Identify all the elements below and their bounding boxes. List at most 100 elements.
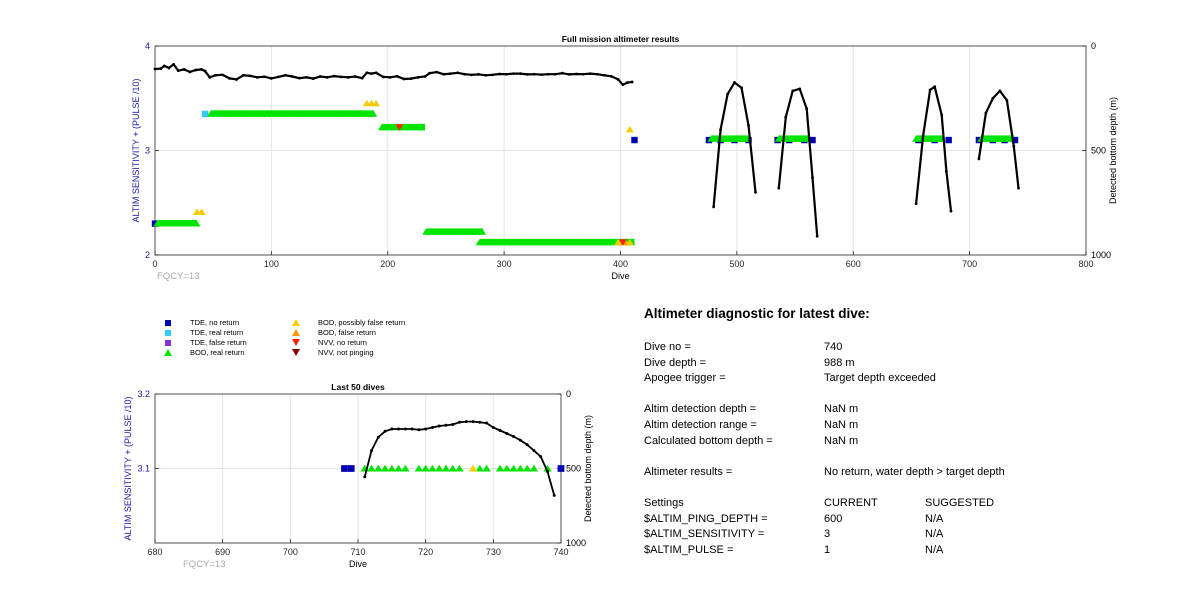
y2-axis-label: Detected bottom depth (m) (583, 415, 593, 522)
triangle-marker (380, 464, 390, 472)
triangle-marker (186, 220, 195, 227)
triangle-marker (785, 135, 794, 142)
bottom-depth-point (471, 420, 475, 424)
bottom-depth-point (437, 424, 441, 428)
bottom-depth-point (719, 128, 722, 132)
bottom-depth-point (458, 420, 461, 424)
triangle-marker (503, 238, 512, 246)
diag-row-dive-depth: Dive depth = 988 m (644, 357, 1164, 373)
diag-row-setting: $ALTIM_PULSE = 1 N/A (644, 544, 1164, 560)
triangle-marker (153, 220, 162, 227)
bottom-depth-point (360, 76, 364, 80)
bottom-depth-point (283, 73, 287, 77)
bottom-depth-point (311, 77, 315, 81)
legend-item: BOD, real return (160, 348, 245, 357)
triangle-marker (478, 228, 487, 235)
legend-label: BOD, false return (318, 328, 376, 337)
bottom-depth-point (430, 426, 434, 430)
triangle-marker (290, 110, 299, 117)
bottom-depth-point (416, 75, 420, 79)
x-tick-label: 680 (147, 547, 162, 557)
triangle-marker (414, 464, 424, 472)
triangle-marker (791, 135, 800, 142)
bottom-depth-point (539, 73, 543, 77)
triangle-marker (514, 238, 523, 246)
triangle-marker (740, 135, 749, 142)
bottom-depth-point (498, 429, 502, 433)
triangle-marker (934, 135, 943, 142)
legend-item: TDE, false return (160, 338, 247, 347)
bottom-depth-point (410, 427, 414, 431)
bottom-depth-point (588, 72, 592, 75)
bottom-depth-point (491, 426, 495, 430)
bottom-depth-point (928, 88, 932, 92)
diag-value: NaN m (824, 418, 859, 431)
triangle-marker (625, 238, 634, 246)
x-tick-label: 690 (215, 547, 230, 557)
triangle-marker (285, 110, 294, 117)
bottom-depth-point (933, 85, 937, 89)
triangle-down-marker (395, 124, 404, 131)
bottom-depth-point (403, 427, 407, 431)
suggested-label: SUGGESTED (925, 496, 995, 509)
triangle-marker (274, 110, 283, 117)
triangle-marker (229, 110, 238, 117)
settings-label: Settings (644, 496, 684, 509)
bottom-depth-point (221, 73, 224, 77)
triangle-marker (593, 238, 602, 246)
triangle-marker (279, 110, 288, 117)
setting-current: 600 (824, 512, 843, 525)
bottom-depth-point (505, 72, 508, 76)
bod-run-bar (916, 135, 945, 142)
diag-row-detect-depth: Altim detection depth = NaN m (644, 403, 1164, 419)
bottom-depth-point (791, 89, 795, 93)
bottom-depth-point (733, 81, 736, 84)
triangle-marker (387, 464, 397, 472)
diag-label: Dive no = (644, 341, 691, 353)
bottom-depth-point (370, 72, 373, 75)
bottom-depth-point (747, 124, 750, 127)
x-tick-label: 740 (553, 547, 568, 557)
legend-label: BOD, real return (190, 348, 245, 357)
x-tick-label: 730 (486, 547, 501, 557)
x-tick-label: 600 (846, 259, 861, 269)
bottom-depth-point (609, 74, 613, 78)
triangle-marker (529, 464, 539, 472)
bottom-depth-point (424, 427, 428, 431)
diag-row-setting: $ALTIM_PING_DEPTH = 600 N/A (644, 513, 1164, 529)
diag-label: Altimeter results = (644, 465, 733, 478)
bottom-depth-point (332, 74, 336, 78)
triangle-marker (498, 238, 507, 246)
triangle-marker (482, 464, 491, 472)
bottom-depth-point (374, 71, 378, 75)
bottom-depth-point (456, 71, 459, 75)
triangle-marker (559, 238, 568, 246)
triangle-marker (475, 464, 484, 472)
bottom-depth-point (276, 75, 280, 79)
current-label: CURRENT (824, 496, 878, 509)
bottom-depth-point (290, 75, 294, 78)
setting-name: $ALTIM_PULSE = (644, 543, 734, 556)
triangle-marker (542, 238, 551, 246)
legend-triangle-icon (288, 328, 304, 337)
triangle-marker (240, 110, 249, 117)
legend-item: TDE, no return (160, 318, 239, 327)
triangle-marker (774, 135, 783, 142)
bottom-depth-point (208, 75, 212, 79)
triangle-marker (262, 110, 271, 117)
x-tick-label: 200 (380, 259, 395, 269)
bottom-depth-point (505, 431, 509, 435)
triangle-marker (313, 110, 322, 117)
triangle-marker (411, 123, 420, 131)
triangle-marker (307, 110, 316, 117)
bottom-depth-line (712, 80, 757, 207)
bottom-depth-point (162, 64, 166, 68)
bottom-depth-point (395, 74, 399, 78)
bottom-depth-point (805, 107, 809, 111)
bottom-depth-point (602, 73, 606, 77)
triangle-marker (374, 464, 383, 472)
triangle-marker (475, 238, 484, 246)
bottom-depth-line (363, 420, 556, 496)
triangle-marker (302, 110, 311, 117)
